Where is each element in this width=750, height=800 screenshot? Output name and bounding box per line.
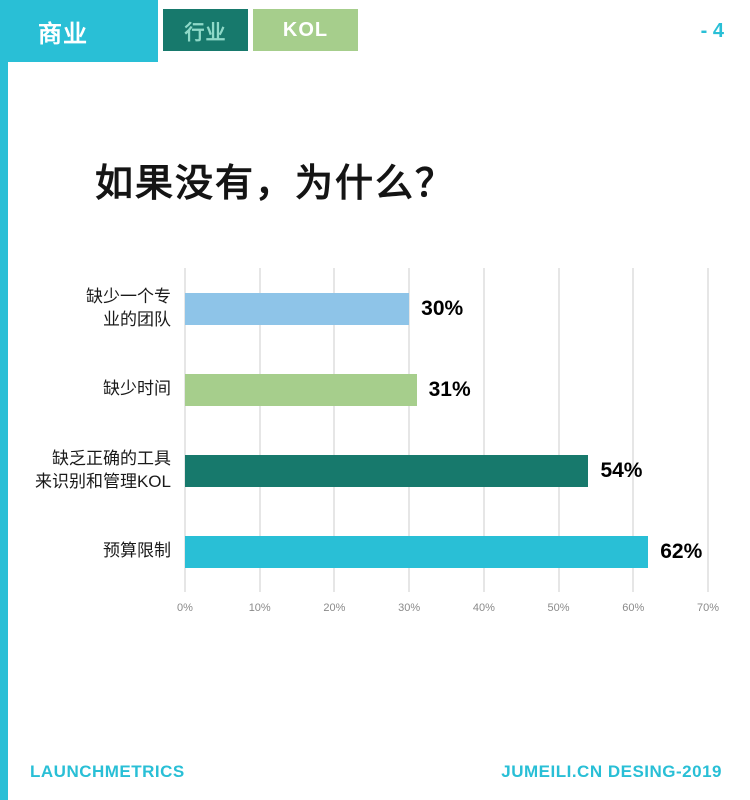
tab-business[interactable]: 商业 <box>8 0 158 62</box>
footer-credit: JUMEILI.CN DESING-2019 <box>501 762 722 781</box>
x-tick-label: 40% <box>472 602 495 614</box>
footer-brand: LAUNCHMETRICS <box>30 762 185 781</box>
x-tick-label: 0% <box>177 602 193 614</box>
x-tick-label: 50% <box>547 602 570 614</box>
footer: LAUNCHMETRICS JUMEILI.CN DESING-2019 <box>0 762 750 782</box>
gridline <box>558 268 560 592</box>
bar-track: 62% <box>185 535 708 568</box>
bar-track: 30% <box>185 292 708 325</box>
chart-row: 缺少一个专 业的团队 30% <box>12 268 708 349</box>
bar <box>185 535 649 568</box>
category-label: 预算限制 <box>103 541 171 561</box>
bar <box>185 292 410 325</box>
left-accent-strip <box>0 0 8 800</box>
gridline <box>259 268 261 592</box>
x-tick-label: 10% <box>248 602 271 614</box>
bar-chart: 缺少一个专 业的团队 30% 缺少时间 31% 缺乏正确的工具 来识别和管理KOL 54%… <box>12 268 719 628</box>
chart-rows: 缺少一个专 业的团队 30% 缺少时间 31% 缺乏正确的工具 来识别和管理KOL 54%… <box>12 268 708 592</box>
bar-track: 54% <box>185 454 708 487</box>
gridline <box>707 268 709 592</box>
page-number: - 4 <box>700 20 724 42</box>
tab-kol[interactable]: KOL <box>253 9 358 51</box>
tab-industry-label: 行业 <box>184 21 227 44</box>
value-label: 30% <box>421 296 464 320</box>
value-label: 31% <box>428 377 471 401</box>
bar <box>185 373 417 406</box>
bar <box>185 454 589 487</box>
tab-kol-label: KOL <box>282 18 329 41</box>
gridline <box>333 268 335 592</box>
category-label: 缺乏正确的工具 来识别和管理KOL <box>34 449 171 491</box>
tab-industry[interactable]: 行业 <box>163 9 248 51</box>
category-label: 缺少一个专 业的团队 <box>86 287 171 329</box>
x-tick-label: 20% <box>323 602 346 614</box>
header: 商业 行业 KOL - 4 <box>0 0 750 62</box>
chart-row: 预算限制 62% <box>12 511 708 592</box>
chart-gridlines <box>184 268 709 592</box>
chart-row: 缺乏正确的工具 来识别和管理KOL 54% <box>12 430 708 511</box>
value-label: 54% <box>600 458 643 482</box>
gridline <box>408 268 410 592</box>
x-tick-label: 70% <box>696 602 720 614</box>
bar-track: 31% <box>185 373 708 406</box>
gridline <box>184 268 186 592</box>
chart-row: 缺少时间 31% <box>12 349 708 430</box>
x-tick-label: 30% <box>398 602 421 614</box>
gridline <box>483 268 485 592</box>
category-label: 缺少时间 <box>103 379 171 399</box>
tab-business-label: 商业 <box>38 20 88 48</box>
value-label: 62% <box>660 539 703 563</box>
x-axis: 0% 10% 20% 30% 40% 50% 60% 70% <box>177 598 719 620</box>
gridline <box>632 268 634 592</box>
x-tick-label: 60% <box>622 602 645 614</box>
page-title: 如果没有，为什么？ <box>95 163 456 205</box>
